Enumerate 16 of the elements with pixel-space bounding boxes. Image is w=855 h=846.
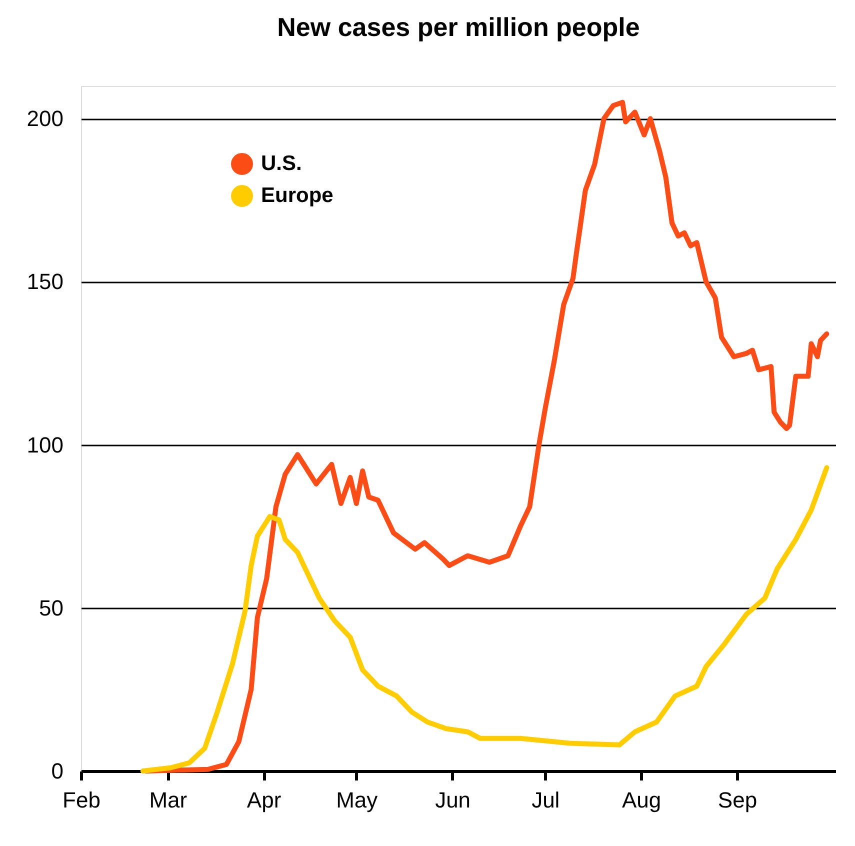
chart-title: New cases per million people xyxy=(277,12,640,42)
x-tick-label: Mar xyxy=(149,788,188,812)
y-tick-label: 100 xyxy=(26,432,64,458)
legend-label: U.S. xyxy=(261,152,302,175)
y-tick-label: 50 xyxy=(39,595,64,620)
x-tick-label: Jun xyxy=(435,788,471,812)
legend-label: Europe xyxy=(261,184,334,207)
x-tick-label: Sep xyxy=(718,788,758,812)
x-tick-label: Aug xyxy=(622,788,662,812)
y-tick-label: 0 xyxy=(51,758,64,784)
y-tick-label: 200 xyxy=(26,106,64,132)
x-tick-label: Jul xyxy=(532,788,560,812)
x-tick-label: Apr xyxy=(246,788,282,812)
x-tick-label: May xyxy=(336,788,378,812)
x-tick-label: Feb xyxy=(62,788,100,812)
y-tick-label: 150 xyxy=(26,269,64,294)
